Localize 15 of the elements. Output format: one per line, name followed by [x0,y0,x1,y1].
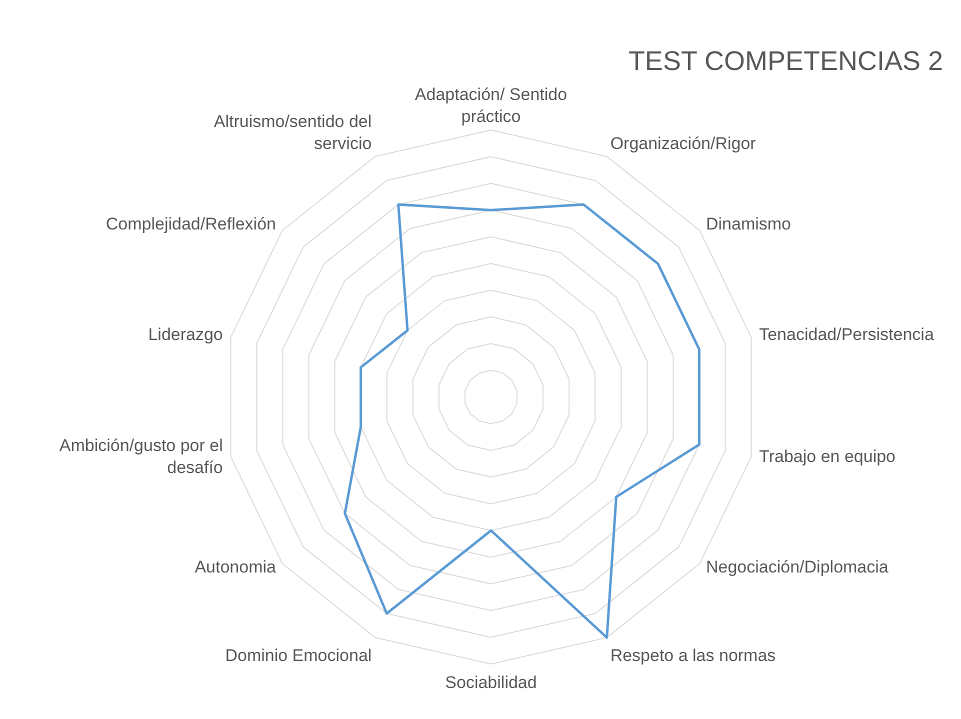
spoke-label: Dinamismo [706,215,792,234]
chart-title: TEST COMPETENCIAS 2 [628,46,943,77]
spoke-label: Autonomia [194,558,277,577]
spoke-label: Trabajo en equipo [759,448,896,467]
spoke-label: Complejidad/Reflexión [106,215,276,234]
spoke-label: Liderazgo [148,325,223,344]
spoke-label: Negociación/Diplomacia [706,558,889,577]
spoke-label: Tenacidad/Persistencia [759,325,934,344]
spoke-label: Altruismo/sentido del servicio [214,112,372,154]
spoke-label: Respeto a las normas [610,646,776,666]
spoke-label: Sociabilidad [445,673,537,692]
spoke-label: Ambición/gusto por el desafío [59,436,223,478]
spoke-label: Organización/Rigor [610,134,756,154]
spoke-label: Adaptación/ Sentido práctico [414,85,568,126]
spoke-label: Dominio Emocional [225,646,372,666]
